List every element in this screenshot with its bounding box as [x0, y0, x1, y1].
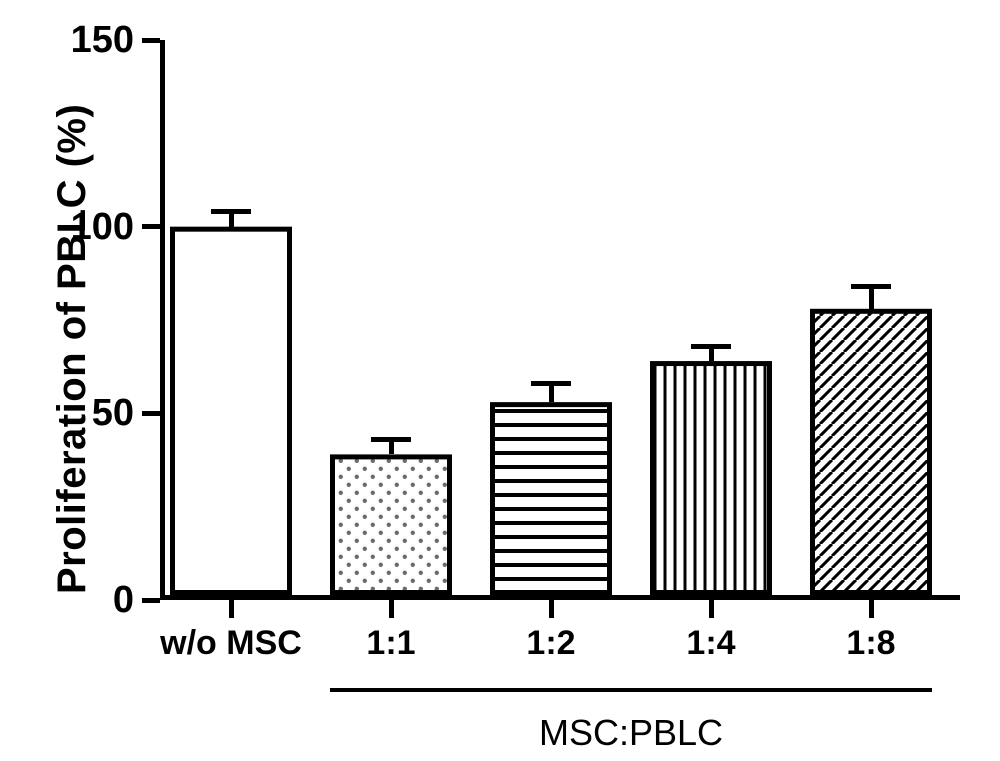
y-tick-mark: [142, 598, 160, 603]
x-axis-line: [160, 595, 960, 600]
y-tick-label: 50: [92, 392, 134, 435]
y-tick-label: 150: [71, 19, 134, 62]
error-bar-cap: [531, 381, 571, 386]
y-tick-mark: [142, 411, 160, 416]
error-bar-cap: [211, 209, 251, 214]
plot-area: [160, 40, 960, 600]
y-tick-label: 100: [71, 206, 134, 249]
y-tick-mark: [142, 224, 160, 229]
x-tick-mark: [869, 600, 874, 618]
bar-fill: [493, 405, 610, 593]
x-tick-label: 1:4: [621, 624, 801, 663]
x-tick-mark: [549, 600, 554, 618]
bar-fill: [333, 457, 450, 593]
bar-fill: [653, 364, 770, 593]
group-bracket-line: [330, 688, 932, 692]
x-tick-label: 1:8: [781, 624, 961, 663]
bar-fill: [173, 229, 290, 592]
error-bar-cap: [851, 284, 891, 289]
group-label: MSC:PBLC: [481, 712, 781, 754]
bar-chart: Proliferation of PBLC (%) MSC:PBLC 0 50 10…: [0, 0, 1000, 761]
x-tick-mark: [389, 600, 394, 618]
error-bar-stem: [869, 286, 874, 308]
y-tick-label: 0: [113, 579, 134, 622]
bar-fill: [813, 311, 930, 592]
bar-pattern-layer: [160, 40, 960, 600]
x-tick-mark: [709, 600, 714, 618]
x-tick-label: 1:2: [461, 624, 641, 663]
x-tick-label: 1:1: [301, 624, 481, 663]
y-tick-mark: [142, 38, 160, 43]
y-axis-line: [160, 40, 165, 600]
error-bar-stem: [549, 383, 554, 402]
y-axis-title: Proliferation of PBLC (%): [50, 104, 95, 594]
error-bar-cap: [691, 344, 731, 349]
x-tick-mark: [229, 600, 234, 618]
x-tick-label: w/o MSC: [141, 624, 321, 663]
error-bar-cap: [371, 437, 411, 442]
